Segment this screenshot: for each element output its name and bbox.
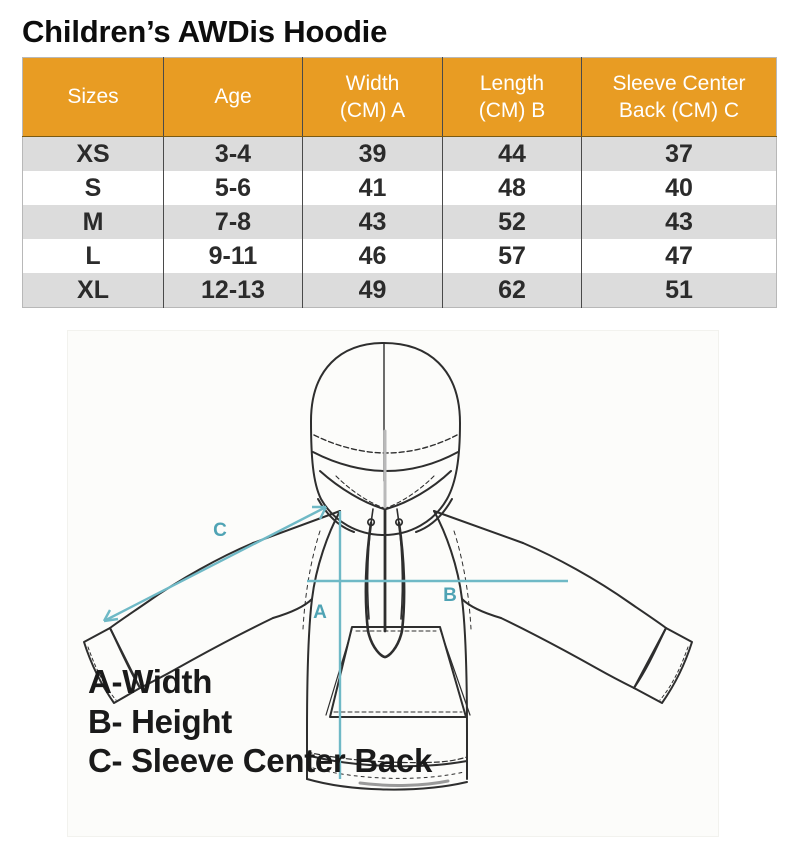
measure-label-b: B [443,585,457,606]
size-chart-table: Sizes Age Width (CM) A Length (CM) B Sle… [22,57,777,308]
legend-item-c: C- Sleeve Center Back [88,742,433,780]
table-row: S 5-6 41 48 40 [22,171,777,205]
sleeve-right-bottom [500,617,635,689]
cell-age: 9-11 [163,239,303,273]
column-header-length-line1: Length [479,71,545,95]
cell-size: L [22,239,164,273]
neckline-right [415,498,453,533]
hem-waistband-ribs [312,767,465,779]
measurement-labels-group: A B C [213,520,457,623]
sleeve-right-cuff [633,627,693,704]
column-header-sleeve-line1: Sleeve Center [612,71,746,95]
table-header: Sizes Age Width (CM) A Length (CM) B Sle… [22,57,777,137]
table-header-row: Sizes Age Width (CM) A Length (CM) B Sle… [22,57,777,137]
column-header-width: Width (CM) A [302,57,443,137]
hood-facing-right [385,475,435,509]
cell-width: 39 [302,136,443,171]
hem-waistband-bottom [306,778,468,791]
sleeve-left-cuff [83,627,141,704]
column-header-length-line2: (CM) B [478,99,546,122]
table-row: XS 3-4 39 44 37 [22,136,777,171]
cell-size: XL [22,273,164,308]
cell-age: 3-4 [163,136,303,171]
armhole-right [461,598,502,619]
sleeve-left-bottom [139,617,274,689]
hem-shadow [358,779,450,787]
measure-line-c [103,505,327,623]
hood-outer-shape [310,342,461,536]
column-header-sleeve-center-back: Sleeve Center Back (CM) C [581,57,777,137]
hood-opening-left [319,470,385,510]
hood-facing-left [335,475,385,509]
cell-sleeve: 40 [581,171,777,205]
body-left-inner [302,530,321,630]
hem-waistband-top [306,754,468,768]
measurement-legend: A-Width B- Height C- Sleeve Center Back [88,662,518,781]
cell-size: XS [22,136,164,171]
column-header-sizes-line1: Sizes [67,85,119,109]
measure-label-a: A [313,602,327,623]
cell-length: 62 [442,273,582,308]
column-header-width-line1: Width [345,71,400,95]
column-header-sleeve-line2: Back (CM) C [618,99,740,122]
cell-age: 7-8 [163,205,303,239]
hem-top-line [306,751,468,764]
hoodie-illustration: A B C [83,342,693,791]
sleeve-right-cuff-inner [659,646,689,701]
table-row: L 9-11 46 57 47 [22,239,777,273]
sleeve-right-top [522,542,667,629]
column-header-length: Length (CM) B [442,57,582,137]
measurement-diagram-panel: A B C [68,331,718,836]
cell-sleeve: 51 [581,273,777,308]
cell-width: 46 [302,239,443,273]
column-header-width-line2: (CM) A [339,99,406,122]
measurement-guides-group [102,505,568,779]
measure-label-c: C [213,520,227,541]
measure-arrowhead-c-top [312,505,328,520]
table-body: XS 3-4 39 44 37 S 5-6 41 48 40 M 7-8 43 … [22,136,777,308]
drawstring-eyelet-right [395,518,403,527]
body-right-outline [433,510,468,780]
cell-length: 48 [442,171,582,205]
drawstring-eyelet-left [367,518,375,527]
legend-item-b: B- Height [88,702,232,740]
cell-length: 57 [442,239,582,273]
size-chart-table-container: Sizes Age Width (CM) A Length (CM) B Sle… [22,57,777,308]
body-left-outline [306,510,341,780]
shoulder-seam-right [433,510,524,544]
table-row: M 7-8 43 52 43 [22,205,777,239]
cell-sleeve: 43 [581,205,777,239]
cell-length: 44 [442,136,582,171]
cell-size: S [22,171,164,205]
column-header-age-line1: Age [214,85,252,109]
cell-width: 43 [302,205,443,239]
page-title: Children’s AWDis Hoodie [22,14,388,49]
cell-size: M [22,205,164,239]
cell-sleeve: 37 [581,136,777,171]
hoodie-sketch-group [83,342,693,791]
kangaroo-pocket-outline [329,626,467,718]
measure-arrowhead-c-bottom [102,609,119,623]
column-header-age: Age [163,57,303,137]
drawstring-right-cord [383,521,406,659]
legend-item-a: A-Width [88,663,213,700]
armhole-left [272,598,313,619]
cell-width: 49 [302,273,443,308]
kangaroo-pocket-opening-right [439,628,471,716]
sleeve-left-cuff-inner [87,646,117,701]
body-right-inner [453,530,472,630]
cell-age: 12-13 [163,273,303,308]
cell-width: 41 [302,171,443,205]
hood-opening-right [385,470,452,510]
cell-age: 5-6 [163,171,303,205]
column-header-sizes: Sizes [22,57,164,137]
cell-sleeve: 47 [581,239,777,273]
sleeve-left-top [109,542,254,629]
drawstring-left-cord [364,521,387,659]
table-row: XL 12-13 49 62 51 [22,273,777,308]
cell-length: 52 [442,205,582,239]
